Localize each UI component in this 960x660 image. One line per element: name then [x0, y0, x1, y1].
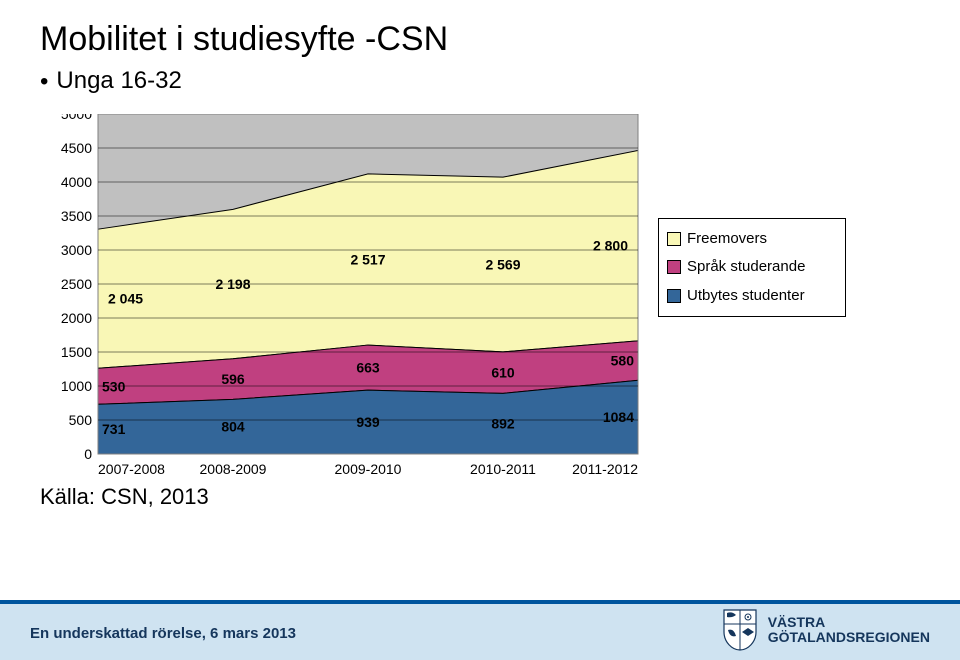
svg-text:4000: 4000 — [61, 174, 92, 190]
legend-swatch — [667, 260, 681, 274]
footer: En underskattad rörelse, 6 mars 2013 VÄS… — [0, 600, 960, 660]
svg-text:1500: 1500 — [61, 344, 92, 360]
svg-text:731: 731 — [102, 421, 126, 437]
slide-title: Mobilitet i studiesyfte -CSN — [40, 20, 920, 59]
footer-stripe — [0, 600, 960, 604]
svg-text:530: 530 — [102, 378, 126, 394]
legend-label: Freemovers — [687, 225, 767, 254]
svg-text:1084: 1084 — [603, 409, 634, 425]
svg-text:892: 892 — [491, 415, 515, 431]
svg-text:2 045: 2 045 — [108, 290, 143, 306]
svg-text:610: 610 — [491, 364, 515, 380]
svg-text:2500: 2500 — [61, 276, 92, 292]
svg-text:2008-2009: 2008-2009 — [200, 461, 267, 477]
footer-logo: VÄSTRA GÖTALANDSREGIONEN — [722, 608, 930, 652]
chart: 0500100015002000250030003500400045005000… — [50, 114, 850, 454]
svg-text:2 198: 2 198 — [215, 276, 250, 292]
legend-label: Språk studerande — [687, 253, 805, 282]
logo-text: VÄSTRA GÖTALANDSREGIONEN — [768, 615, 930, 646]
svg-text:0: 0 — [84, 446, 92, 462]
legend-item: Utbytes studenter — [667, 282, 837, 311]
svg-text:2 800: 2 800 — [593, 237, 628, 253]
svg-text:939: 939 — [356, 414, 380, 430]
legend-swatch — [667, 232, 681, 246]
bullet-icon: • — [40, 68, 48, 96]
svg-text:4500: 4500 — [61, 140, 92, 156]
legend: Freemovers Språk studerande Utbytes stud… — [658, 218, 846, 318]
logo-text-line1: VÄSTRA — [768, 615, 930, 630]
svg-text:3000: 3000 — [61, 242, 92, 258]
svg-text:3500: 3500 — [61, 208, 92, 224]
legend-swatch — [667, 289, 681, 303]
logo-shield-icon — [722, 608, 758, 652]
svg-text:1000: 1000 — [61, 378, 92, 394]
legend-item: Freemovers — [667, 225, 837, 254]
subtitle-text: Unga 16-32 — [56, 67, 181, 94]
svg-text:804: 804 — [221, 418, 245, 434]
svg-text:580: 580 — [611, 352, 635, 368]
svg-text:2000: 2000 — [61, 310, 92, 326]
svg-text:500: 500 — [69, 412, 93, 428]
logo-text-line2: GÖTALANDSREGIONEN — [768, 630, 930, 645]
legend-item: Språk studerande — [667, 253, 837, 282]
svg-text:2007-2008: 2007-2008 — [98, 461, 165, 477]
svg-text:2009-2010: 2009-2010 — [335, 461, 402, 477]
svg-text:2010-2011: 2010-2011 — [470, 461, 536, 477]
svg-text:663: 663 — [356, 359, 380, 375]
slide-subtitle: • Unga 16-32 — [40, 67, 920, 96]
svg-text:2011-2012: 2011-2012 — [572, 461, 638, 477]
svg-text:596: 596 — [221, 371, 245, 387]
svg-text:2 569: 2 569 — [485, 256, 520, 272]
slide: Mobilitet i studiesyfte -CSN • Unga 16-32… — [0, 0, 960, 660]
svg-text:5000: 5000 — [61, 114, 92, 122]
footer-text: En underskattad rörelse, 6 mars 2013 — [30, 625, 296, 642]
legend-label: Utbytes studenter — [687, 282, 805, 311]
svg-text:2 517: 2 517 — [350, 251, 385, 267]
